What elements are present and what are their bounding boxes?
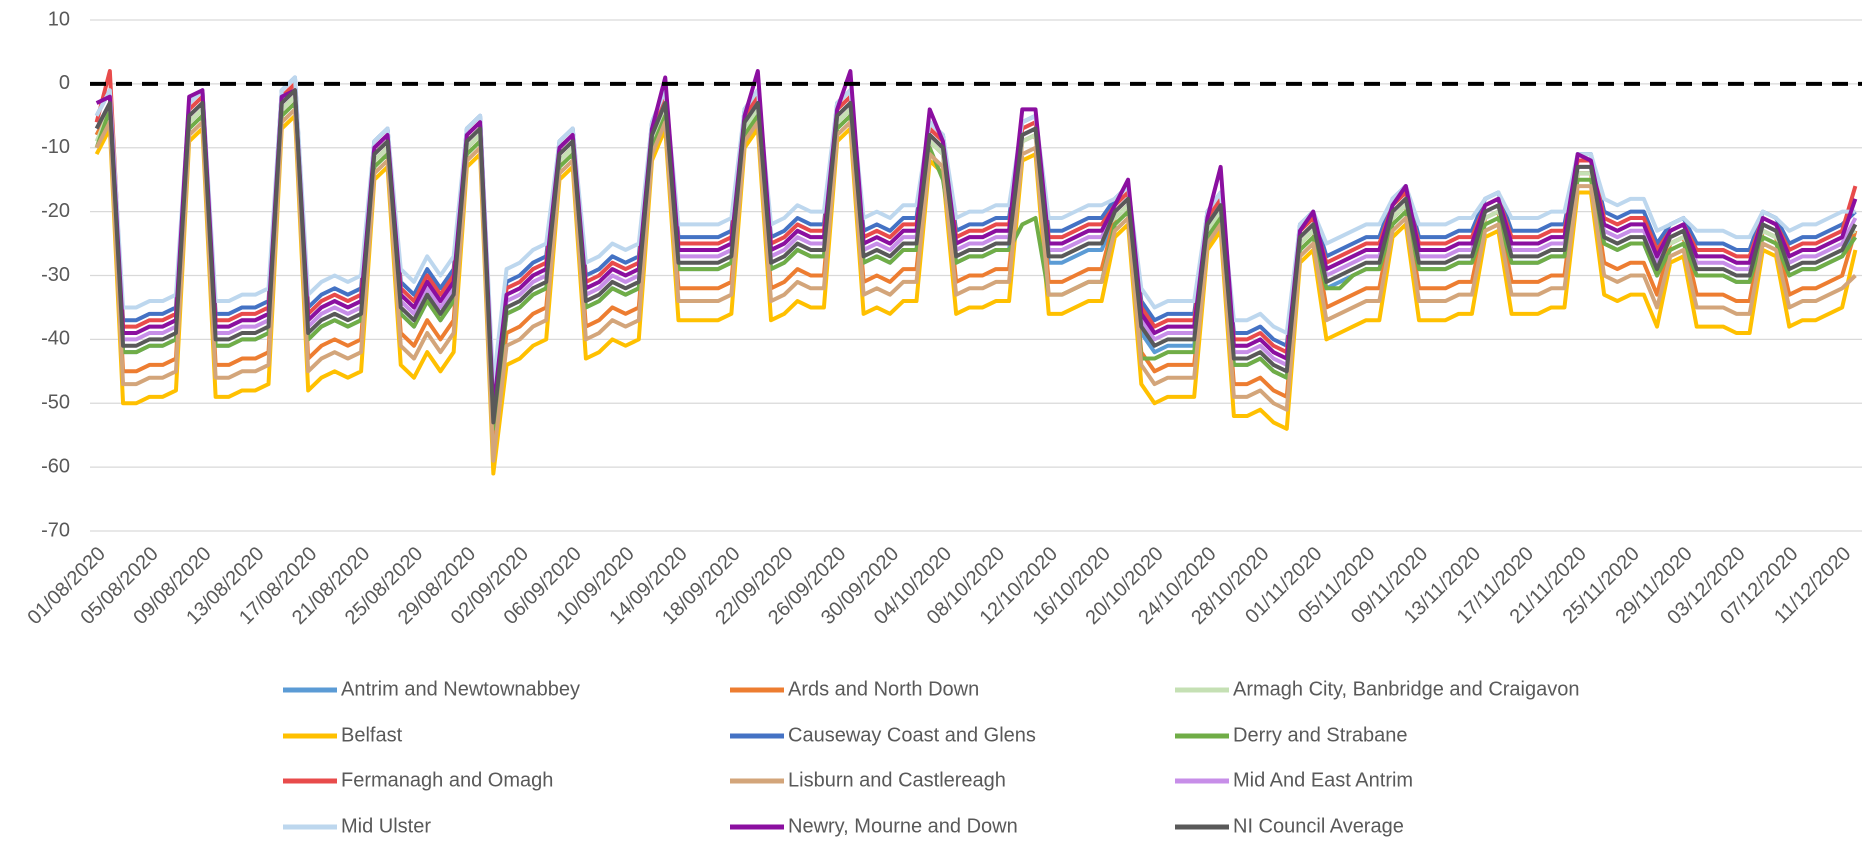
legend-label: Causeway Coast and Glens: [788, 724, 1036, 746]
legend-label: NI Council Average: [1233, 815, 1404, 837]
y-tick-label: -10: [41, 136, 70, 158]
y-tick-label: -70: [41, 519, 70, 541]
y-tick-label: -40: [41, 328, 70, 350]
y-tick-label: -50: [41, 392, 70, 414]
legend-label: Armagh City, Banbridge and Craigavon: [1233, 678, 1579, 700]
legend-label: Antrim and Newtownabbey: [341, 678, 580, 700]
legend-label: Ards and North Down: [788, 678, 979, 700]
y-tick-label: 0: [59, 72, 70, 94]
legend-label: Mid And East Antrim: [1233, 769, 1413, 791]
series-line: [94, 88, 1858, 425]
legend-label: Derry and Strabane: [1233, 724, 1408, 746]
legend-label: Fermanagh and Omagh: [341, 769, 553, 791]
legend-label: Newry, Mourne and Down: [788, 815, 1018, 837]
y-tick-label: -60: [41, 455, 70, 477]
y-tick-label: 10: [48, 8, 70, 30]
y-tick-label: -20: [41, 200, 70, 222]
legend-label: Mid Ulster: [341, 815, 431, 837]
legend-label: Lisburn and Castlereagh: [788, 769, 1006, 791]
y-tick-label: -30: [41, 264, 70, 286]
legend-label: Belfast: [341, 724, 403, 746]
